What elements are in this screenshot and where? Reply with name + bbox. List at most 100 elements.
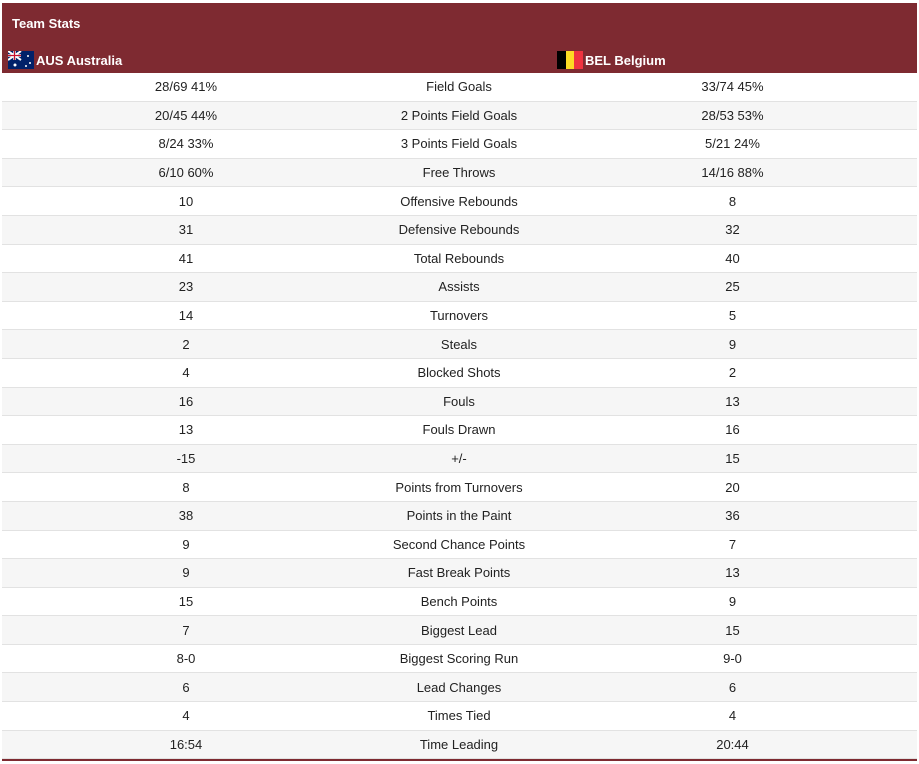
stat-row: 28/69 41% Field Goals 33/74 45%: [2, 73, 917, 102]
header: Team Stats AUS Australia BEL Belgium: [2, 3, 917, 73]
stat-label: Total Rebounds: [413, 250, 505, 266]
stat-row: 2 Steals 9: [2, 330, 917, 359]
stat-label: Fouls Drawn: [422, 422, 496, 438]
aus-value: 4: [182, 365, 190, 381]
stat-row: 23 Assists 25: [2, 273, 917, 302]
bel-value: 16: [725, 422, 740, 438]
stat-label: Biggest Lead: [421, 622, 497, 638]
aus-value: 6: [182, 679, 190, 695]
stat-row: 8/24 33% 3 Points Field Goals 5/21 24%: [2, 130, 917, 159]
bel-value: 9-0: [723, 651, 742, 667]
stat-row: 8 Points from Turnovers 20: [2, 473, 917, 502]
stat-row: -15 +/- 15: [2, 444, 917, 474]
flag-bel: [557, 51, 583, 69]
stat-label: Points in the Paint: [406, 508, 512, 524]
bel-value: 13: [725, 393, 740, 409]
stat-label: Defensive Rebounds: [398, 222, 520, 238]
stat-label: Times Tied: [427, 708, 491, 724]
stat-row: 38 Points in the Paint 36: [2, 501, 917, 531]
stat-row: 8-0 Biggest Scoring Run 9-0: [2, 645, 917, 674]
bel-value: 28/53 53%: [701, 107, 764, 123]
aus-value: 4: [182, 708, 190, 724]
stats-rows: 28/69 41% Field Goals 33/74 45% 20/45 44% 2 …: [2, 73, 917, 760]
bel-value: 20: [725, 479, 740, 495]
aus-value: 28/69 41%: [154, 79, 218, 95]
aus-value: 8: [182, 479, 190, 495]
aus-value: 16:54: [169, 736, 203, 752]
aus-value: 2: [182, 336, 190, 352]
stat-label: 3 Points Field Goals: [400, 136, 518, 152]
team-stats: Team Stats AUS Australia BEL Belgium 28/…: [2, 3, 917, 762]
aus-value: 41: [178, 250, 194, 266]
stat-label: Points from Turnovers: [395, 479, 523, 495]
stat-row: 13 Fouls Drawn 16: [2, 416, 917, 445]
bel-value: 5/21 24%: [705, 136, 760, 152]
bel-value: 7: [728, 536, 737, 552]
stat-row: 15 Bench Points 9: [2, 588, 917, 617]
aus-value: 15: [178, 593, 194, 609]
stat-label: Steals: [440, 336, 478, 352]
stat-label: Lead Changes: [416, 679, 502, 695]
aus-value: 31: [178, 222, 194, 238]
stat-label: Free Throws: [422, 165, 496, 181]
footer-line: [2, 759, 917, 762]
stat-row: 9 Fast Break Points 13: [2, 559, 917, 588]
bel-value: 20:44: [716, 736, 749, 752]
stat-label: Field Goals: [426, 79, 492, 95]
stat-row: 14 Turnovers 5: [2, 302, 917, 331]
bel-value: 15: [725, 622, 740, 638]
stat-row: 4 Times Tied 4: [2, 702, 917, 731]
aus-value: 14: [178, 308, 194, 324]
bel-value: 15: [725, 451, 740, 467]
bel-value: 32: [725, 222, 740, 238]
aus-value: 16: [178, 393, 194, 409]
stat-row: 9 Second Chance Points 7: [2, 531, 917, 560]
stat-row: 4 Blocked Shots 2: [2, 359, 917, 388]
bel-value: 2: [728, 365, 737, 381]
team-name: BEL Belgium: [585, 52, 666, 68]
stat-row: 16:54 Time Leading 20:44: [2, 730, 917, 760]
stat-row: 7 Biggest Lead 15: [2, 616, 917, 645]
aus-value: 7: [182, 622, 190, 638]
stat-row: 20/45 44% 2 Points Field Goals 28/53 53%: [2, 101, 917, 131]
stat-label: 2 Points Field Goals: [400, 107, 518, 123]
aus-value: 13: [178, 422, 194, 438]
title: Team Stats: [12, 16, 81, 31]
stat-label: Blocked Shots: [417, 365, 501, 381]
stat-label: Biggest Scoring Run: [399, 651, 519, 667]
stat-label: +/-: [451, 451, 467, 467]
team-name: AUS Australia: [36, 52, 123, 68]
stat-label: Offensive Rebounds: [400, 193, 518, 209]
aus-value: 9: [182, 536, 190, 552]
bel-value: 13: [725, 565, 740, 581]
stat-label: Fouls: [443, 393, 475, 409]
aus-value: 20/45 44%: [154, 107, 218, 123]
team-bel: BEL Belgium: [557, 51, 666, 69]
bel-value: 5: [728, 308, 737, 324]
stat-row: 31 Defensive Rebounds 32: [2, 215, 917, 245]
bel-value: 36: [725, 508, 740, 524]
stat-label: Assists: [438, 279, 480, 295]
stat-label: Turnovers: [429, 308, 489, 324]
aus-value: 38: [178, 508, 194, 524]
aus-value: 10: [178, 193, 194, 209]
stat-label: Second Chance Points: [392, 536, 526, 552]
bel-value: 25: [725, 279, 740, 295]
stat-row: 6 Lead Changes 6: [2, 673, 917, 703]
aus-value: -15: [176, 451, 196, 467]
bel-value: 4: [728, 708, 737, 724]
aus-value: 23: [178, 279, 194, 295]
bel-value: 33/74 45%: [701, 79, 764, 95]
aus-value: 8/24 33%: [158, 136, 214, 152]
stat-label: Time Leading: [419, 736, 499, 752]
bel-value: 9: [728, 336, 737, 352]
stat-row: 41 Total Rebounds 40: [2, 245, 917, 274]
aus-value: 8-0: [176, 651, 196, 667]
aus-value: 6/10 60%: [158, 165, 214, 181]
stat-label: Bench Points: [420, 593, 498, 609]
stat-row: 6/10 60% Free Throws 14/16 88%: [2, 158, 917, 188]
bel-value: 9: [728, 593, 737, 609]
bel-value: 6: [728, 679, 737, 695]
flag-aus: [8, 51, 34, 69]
